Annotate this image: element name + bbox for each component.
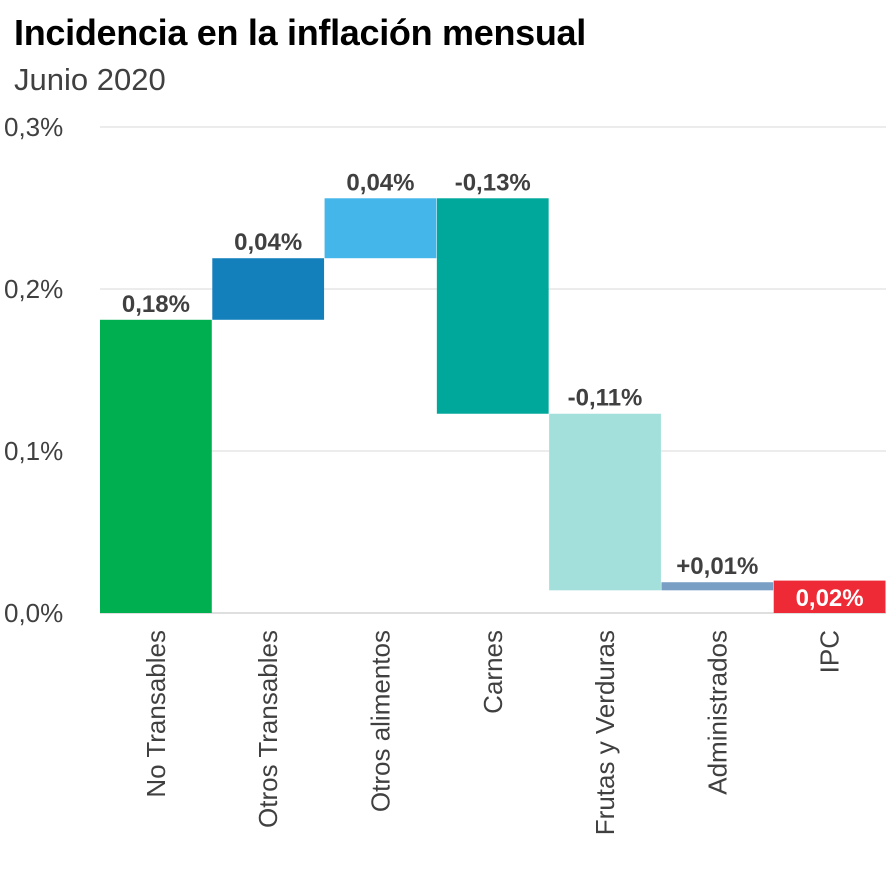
waterfall-bar [324, 198, 437, 259]
data-label: 0,18% [122, 291, 190, 318]
x-tick-label: No Transables [141, 630, 171, 798]
y-tick-label: 0,3% [4, 112, 63, 142]
x-tick-label: Carnes [478, 630, 508, 714]
waterfall-bar [436, 198, 549, 414]
x-tick-label: Frutas y Verduras [590, 630, 620, 835]
waterfall-bar [212, 258, 325, 320]
data-label: 0,02% [796, 585, 864, 612]
chart-subtitle: Junio 2020 [14, 62, 166, 97]
data-label: +0,01% [676, 553, 758, 580]
x-tick-label: Otros Transables [253, 630, 283, 828]
chart-title: Incidencia en la inflación mensual [14, 12, 586, 53]
waterfall-bar [100, 319, 212, 613]
y-tick-label: 0,1% [4, 436, 63, 466]
data-label: -0,11% [568, 385, 643, 412]
waterfall-bar [549, 413, 661, 591]
data-label: 0,04% [234, 229, 302, 256]
x-tick-label: IPC [815, 630, 845, 673]
data-label: 0,04% [346, 169, 414, 196]
x-tick-label: Administrados [702, 630, 732, 795]
waterfall-bar [661, 582, 774, 591]
data-label: -0,13% [455, 169, 531, 196]
y-tick-label: 0,2% [4, 274, 63, 304]
x-tick-label: Otros alimentos [365, 630, 395, 812]
waterfall-bar [773, 580, 886, 613]
y-tick-label: 0,0% [4, 598, 63, 628]
